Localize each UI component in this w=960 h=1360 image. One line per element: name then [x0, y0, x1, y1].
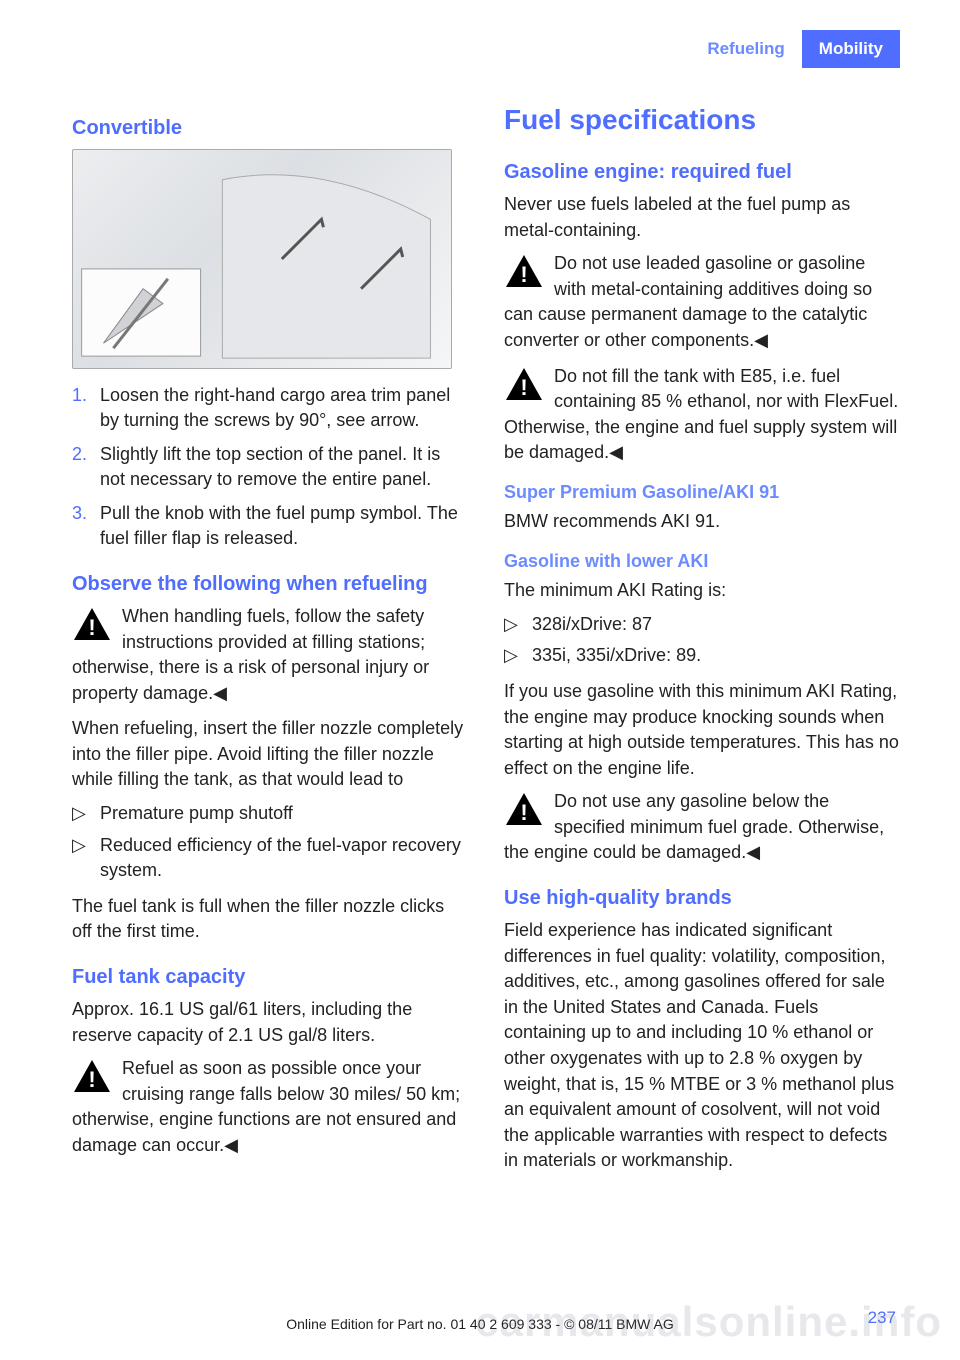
step-item: 3.Pull the knob with the fuel pump symbo… — [72, 501, 468, 552]
warning-text: When handling fuels, follow the safety i… — [72, 606, 429, 703]
end-mark-icon: ◀ — [746, 842, 760, 862]
svg-text:!: ! — [520, 800, 527, 825]
warning-block: ! When handling fuels, follow the safety… — [72, 604, 468, 706]
warning-text: Do not use any gasoline below the specif… — [504, 791, 884, 862]
step-number: 2. — [72, 442, 100, 493]
list-text: 328i/xDrive: 87 — [532, 612, 652, 638]
heading-convertible: Convertible — [72, 114, 468, 142]
header: Refueling Mobility — [72, 30, 900, 68]
heading-brands: Use high-quality brands — [504, 884, 900, 912]
end-mark-icon: ◀ — [213, 683, 227, 703]
heading-fuelspec: Fuel specifications — [504, 100, 900, 140]
step-text: Pull the knob with the fuel pump symbol.… — [100, 501, 468, 552]
warning-icon: ! — [504, 366, 544, 402]
end-mark-icon: ◀ — [224, 1135, 238, 1155]
step-text: Slightly lift the top section of the pan… — [100, 442, 468, 493]
heading-observe: Observe the following when refueling — [72, 570, 468, 598]
heading-capacity: Fuel tank capacity — [72, 963, 468, 991]
warning-block: ! Do not use any gasoline below the spec… — [504, 789, 900, 866]
paragraph: Field experience has indicated significa… — [504, 918, 900, 1173]
step-text: Loosen the right-hand cargo area trim pa… — [100, 383, 468, 434]
step-item: 2.Slightly lift the top section of the p… — [72, 442, 468, 493]
warning-icon: ! — [504, 253, 544, 289]
list-item: ▷335i, 335i/xDrive: 89. — [504, 643, 900, 669]
warning-icon: ! — [72, 606, 112, 642]
bullet-list: ▷Premature pump shutoff ▷Reduced efficie… — [72, 801, 468, 884]
heading-super: Super Premium Gasoline/AKI 91 — [504, 480, 900, 506]
svg-text:!: ! — [520, 262, 527, 287]
svg-text:!: ! — [88, 615, 95, 640]
header-tab-refueling: Refueling — [690, 30, 801, 68]
bullet-list: ▷328i/xDrive: 87 ▷335i, 335i/xDrive: 89. — [504, 612, 900, 669]
paragraph: BMW recommends AKI 91. — [504, 509, 900, 535]
list-text: 335i, 335i/xDrive: 89. — [532, 643, 701, 669]
warning-icon: ! — [72, 1058, 112, 1094]
heading-lower: Gasoline with lower AKI — [504, 549, 900, 575]
warning-icon: ! — [504, 791, 544, 827]
list-item: ▷328i/xDrive: 87 — [504, 612, 900, 638]
warning-block: ! Do not fill the tank with E85, i.e. fu… — [504, 364, 900, 466]
end-mark-icon: ◀ — [609, 442, 623, 462]
warning-block: ! Do not use leaded gasoline or gasoline… — [504, 251, 900, 353]
step-number: 3. — [72, 501, 100, 552]
paragraph: When refueling, insert the filler nozzle… — [72, 716, 468, 793]
end-mark-icon: ◀ — [754, 330, 768, 350]
bullet-icon: ▷ — [504, 643, 532, 669]
header-tab-mobility: Mobility — [802, 30, 900, 68]
footer-line: Online Edition for Part no. 01 40 2 609 … — [0, 1315, 960, 1335]
step-number: 1. — [72, 383, 100, 434]
bullet-icon: ▷ — [72, 801, 100, 827]
warning-text: Do not use leaded gasoline or gasoline w… — [504, 253, 872, 350]
svg-text:!: ! — [88, 1067, 95, 1092]
svg-text:!: ! — [520, 375, 527, 400]
paragraph: Approx. 16.1 US gal/61 liters, including… — [72, 997, 468, 1048]
convertible-diagram — [72, 149, 452, 369]
right-column: Fuel specifications Gasoline engine: req… — [504, 96, 900, 1182]
list-text: Premature pump shutoff — [100, 801, 293, 827]
bullet-icon: ▷ — [72, 833, 100, 884]
paragraph: If you use gasoline with this minimum AK… — [504, 679, 900, 781]
heading-required: Gasoline engine: required fuel — [504, 158, 900, 186]
step-item: 1.Loosen the right-hand cargo area trim … — [72, 383, 468, 434]
paragraph: The fuel tank is full when the filler no… — [72, 894, 468, 945]
bullet-icon: ▷ — [504, 612, 532, 638]
warning-text: Do not fill the tank with E85, i.e. fuel… — [504, 366, 898, 463]
list-text: Reduced efficiency of the fuel-vapor rec… — [100, 833, 468, 884]
list-item: ▷Reduced efficiency of the fuel-vapor re… — [72, 833, 468, 884]
paragraph: Never use fuels labeled at the fuel pump… — [504, 192, 900, 243]
steps-list: 1.Loosen the right-hand cargo area trim … — [72, 383, 468, 552]
left-column: Convertible 1.Loosen the right-hand carg… — [72, 96, 468, 1182]
warning-text: Refuel as soon as possible once your cru… — [72, 1058, 460, 1155]
warning-block: ! Refuel as soon as possible once your c… — [72, 1056, 468, 1158]
paragraph: The minimum AKI Rating is: — [504, 578, 900, 604]
list-item: ▷Premature pump shutoff — [72, 801, 468, 827]
